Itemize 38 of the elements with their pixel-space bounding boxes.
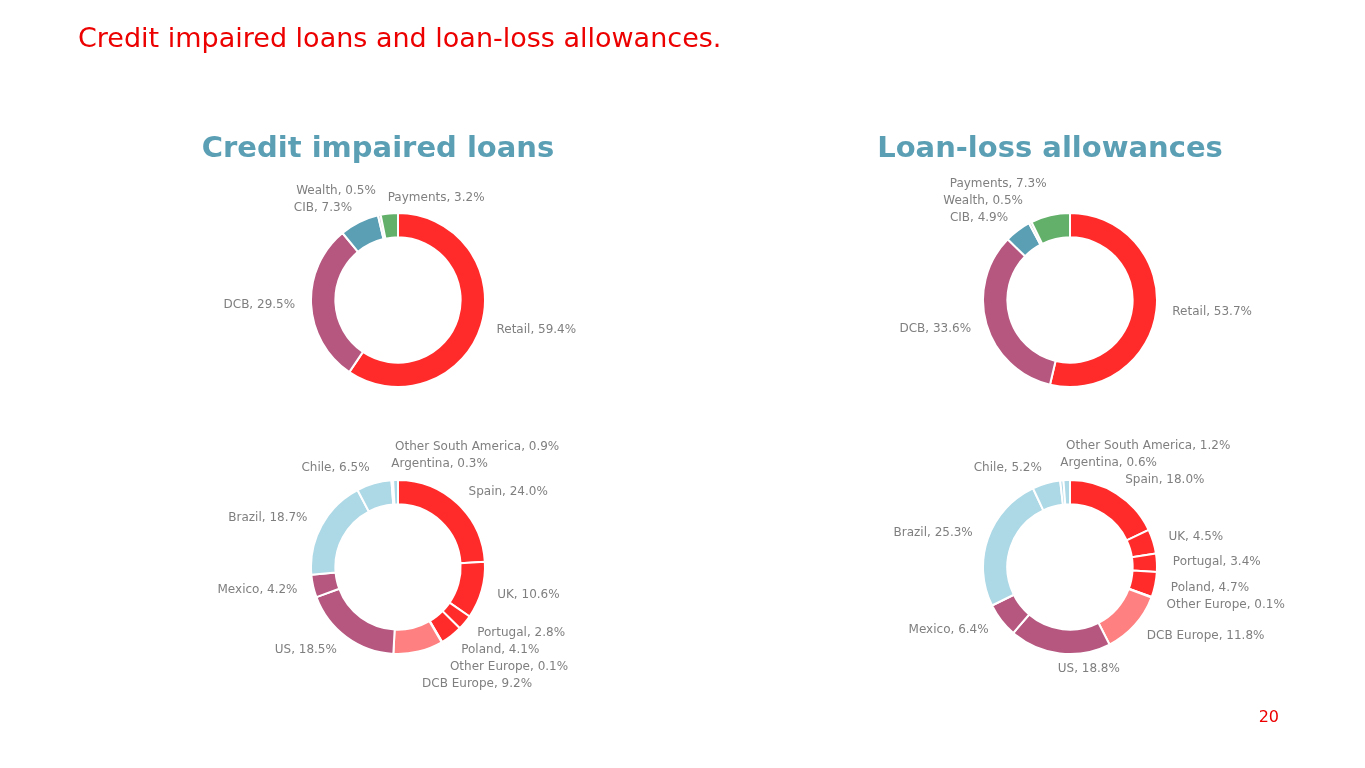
slice-label: Other South America, 1.2% xyxy=(1066,438,1231,453)
slice-label: DCB Europe, 9.2% xyxy=(422,675,533,690)
slice-label: Payments, 3.2% xyxy=(387,189,485,204)
text: 20 xyxy=(1258,707,1279,726)
slice-label: Other South America, 0.9% xyxy=(395,439,560,454)
slice-label: Argentina, 0.6% xyxy=(1060,455,1157,470)
slice-label: Retail, 59.4% xyxy=(496,322,577,337)
chart-title: Credit impaired loans xyxy=(201,130,555,164)
slice-label: Payments, 7.3% xyxy=(949,175,1047,190)
slice-label: Other Europe, 0.1% xyxy=(449,658,569,673)
slice-label: DCB, 29.5% xyxy=(223,297,296,312)
slice-label: UK, 4.5% xyxy=(1168,528,1224,543)
slice-label: CIB, 7.3% xyxy=(293,199,353,214)
slice-label: Poland, 4.7% xyxy=(1170,580,1250,595)
slice-label: Mexico, 4.2% xyxy=(217,581,298,596)
slice-label: US, 18.8% xyxy=(1057,661,1120,676)
slice-label: CIB, 4.9% xyxy=(949,209,1009,224)
slice-label: Portugal, 2.8% xyxy=(477,624,566,639)
slice-label: Spain, 24.0% xyxy=(468,484,548,499)
chart-title: Loan-loss allowances xyxy=(877,130,1223,164)
slice-label: DCB, 33.6% xyxy=(899,320,972,335)
slice-label: DCB Europe, 11.8% xyxy=(1146,627,1265,642)
slice-label: Brazil, 18.7% xyxy=(228,509,308,524)
slice-label: UK, 10.6% xyxy=(497,586,560,601)
slice-label: Portugal, 3.4% xyxy=(1172,553,1261,568)
slice-label: Retail, 53.7% xyxy=(1172,304,1252,319)
slice-label: Wealth, 0.5% xyxy=(296,182,376,197)
slice-label: Argentina, 0.3% xyxy=(391,456,488,471)
slice-label: Other Europe, 0.1% xyxy=(1166,597,1285,612)
slice-label: Mexico, 6.4% xyxy=(908,622,989,637)
slice-label: Spain, 18.0% xyxy=(1125,472,1205,487)
slice-label: Chile, 6.5% xyxy=(301,460,370,475)
slice-label: Brazil, 25.3% xyxy=(893,525,973,540)
slice-label: Wealth, 0.5% xyxy=(943,192,1023,207)
slice-label: Chile, 5.2% xyxy=(973,460,1042,475)
text: Credit impaired loans and loan-loss allowances. xyxy=(78,22,722,53)
slice-label: US, 18.5% xyxy=(274,642,337,657)
slice-label: Poland, 4.1% xyxy=(461,641,540,656)
